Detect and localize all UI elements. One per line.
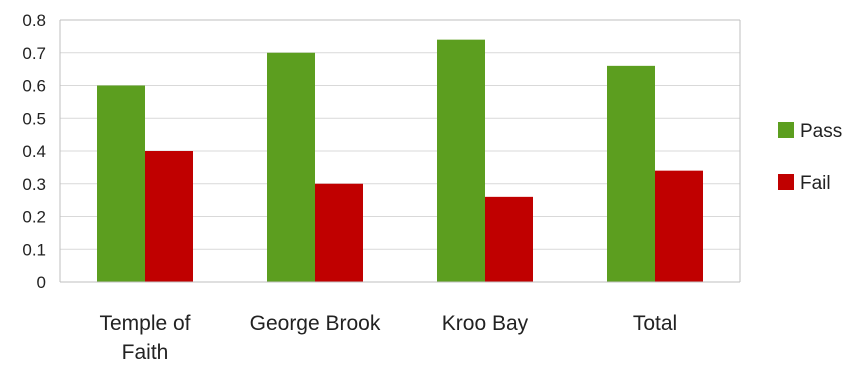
legend: Pass Fail xyxy=(778,121,842,194)
legend-swatch-fail xyxy=(778,174,794,190)
bar-pass xyxy=(267,52,315,282)
x-category-label: George Brook xyxy=(250,312,381,335)
x-category-label: Temple of Faith xyxy=(99,312,190,364)
bar-fail xyxy=(315,183,363,282)
y-tick-label: 0.3 xyxy=(22,175,46,194)
bars xyxy=(97,39,703,283)
y-tick-labels: 0 0.1 0.2 0.3 0.4 0.5 0.6 0.7 0.8 xyxy=(22,11,46,292)
y-tick-label: 0.5 xyxy=(22,109,46,128)
bar-fail xyxy=(145,151,193,282)
bar-pass xyxy=(607,65,655,282)
y-tick-label: 0.6 xyxy=(22,77,46,96)
bar-fail xyxy=(655,170,703,282)
bar-fail xyxy=(485,196,533,282)
y-tick-label: 0.7 xyxy=(22,44,46,63)
y-tick-label: 0.1 xyxy=(22,240,46,259)
x-category-label: Kroo Bay xyxy=(442,312,529,335)
x-category-label: Total xyxy=(633,312,677,335)
legend-swatch-pass xyxy=(778,122,794,138)
bar-pass xyxy=(97,85,145,282)
y-tick-label: 0.8 xyxy=(22,11,46,30)
bar-pass xyxy=(437,39,485,283)
y-tick-label: 0.4 xyxy=(22,142,46,161)
legend-label-fail: Fail xyxy=(800,173,831,194)
y-tick-label: 0.2 xyxy=(22,208,46,227)
axes xyxy=(59,19,741,283)
x-category-labels: Temple of Faith George Brook Kroo Bay Total xyxy=(99,312,677,364)
legend-label-pass: Pass xyxy=(800,121,842,142)
y-tick-label: 0 xyxy=(37,273,46,292)
